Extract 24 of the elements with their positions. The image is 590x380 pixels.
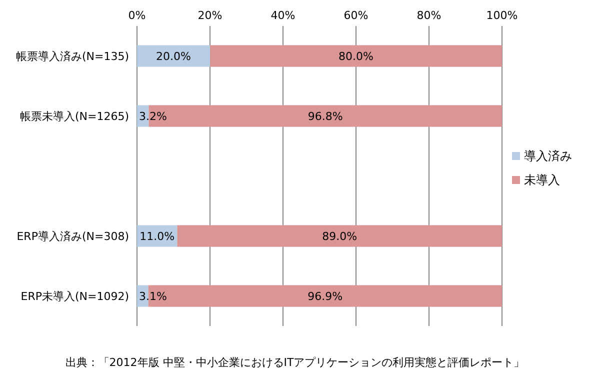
x-tick-label: 40% [270, 9, 296, 22]
legend-label: 未導入 [524, 173, 560, 187]
y-tick-label: ERP導入済み(N=308) [16, 230, 129, 243]
data-label: 80.0% [338, 50, 374, 63]
x-tick-label: 100% [486, 9, 518, 22]
data-label: 3.2% [139, 110, 167, 123]
y-tick-label: 帳票導入済み(N=135) [16, 50, 129, 63]
x-tick-label: 60% [344, 9, 368, 22]
x-tick-label: 0% [128, 9, 146, 22]
x-tick-label: 20% [198, 9, 222, 22]
bar [177, 225, 502, 247]
data-label: 11.0% [140, 230, 175, 243]
x-tick-label: 80% [416, 9, 442, 22]
data-label: 3.1% [139, 290, 167, 303]
data-label: 96.8% [308, 110, 343, 123]
legend-label: 導入済み [524, 149, 572, 163]
y-tick-label: 帳票未導入(N=1265) [20, 110, 129, 123]
data-label: 89.0% [322, 230, 358, 243]
y-tick-label: ERP未導入(N=1092) [20, 290, 129, 303]
data-label: 20.0% [156, 50, 191, 63]
data-label: 96.9% [308, 290, 343, 303]
source-note: 出典：「2012年版 中堅・中小企業におけるITアプリケーションの利用実態と評価レポート」 [65, 356, 525, 369]
bar [137, 45, 210, 67]
bar [210, 45, 502, 67]
